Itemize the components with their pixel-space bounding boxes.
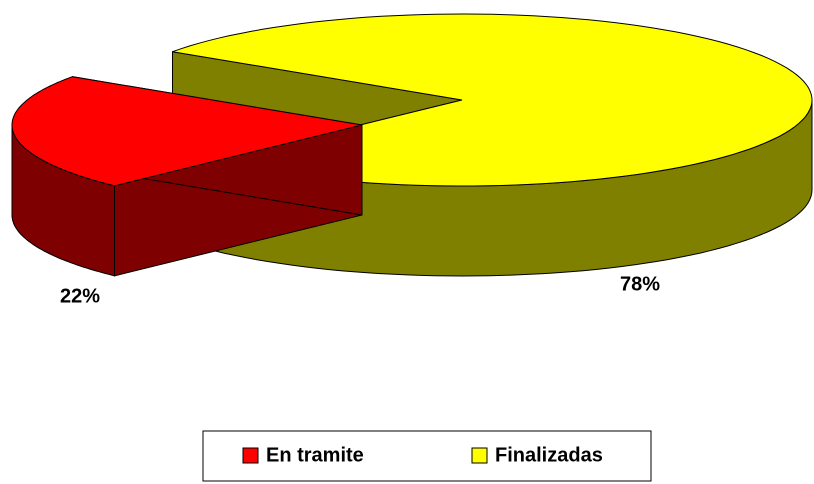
legend-box bbox=[202, 430, 652, 482]
legend-swatch bbox=[471, 447, 488, 464]
data-label: 22% bbox=[60, 285, 100, 307]
legend-label: Finalizadas bbox=[495, 444, 603, 466]
pie-slice bbox=[11, 76, 363, 187]
data-label: 78% bbox=[620, 273, 660, 295]
pie bbox=[11, 13, 813, 277]
legend-label: En tramite bbox=[266, 444, 364, 466]
legend-swatch bbox=[242, 447, 259, 464]
